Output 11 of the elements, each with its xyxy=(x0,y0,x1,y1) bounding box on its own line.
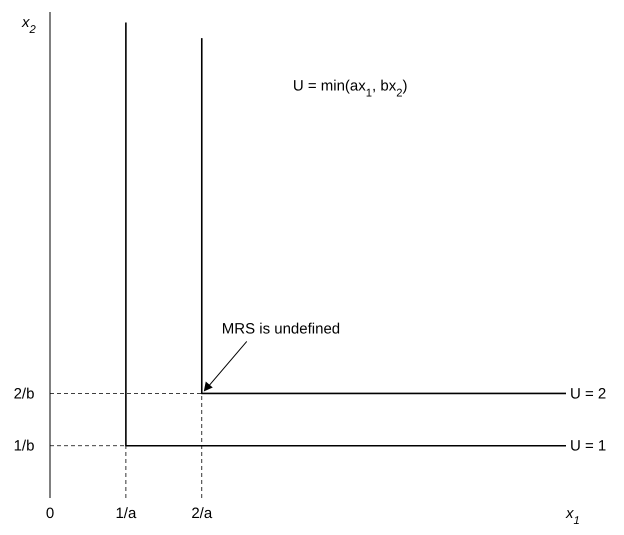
y-tick-label: 2/b xyxy=(14,385,34,402)
x-tick-label: 1/a xyxy=(115,505,137,522)
x-tick-label: 2/a xyxy=(191,505,213,522)
y-tick-label: 1/b xyxy=(14,438,34,455)
x-tick-label: 0 xyxy=(46,505,54,522)
annotation: MRS is undefined xyxy=(222,320,340,338)
series-label: U = 2 xyxy=(570,385,606,402)
x-axis-title: x$_{1}$ xyxy=(565,505,580,527)
annotation: U = min(ax$_{1}$, bx$_{2}$) xyxy=(292,77,408,100)
series-label: U = 1 xyxy=(570,438,606,455)
y-axis-title: x$_{2}$ xyxy=(21,14,36,36)
